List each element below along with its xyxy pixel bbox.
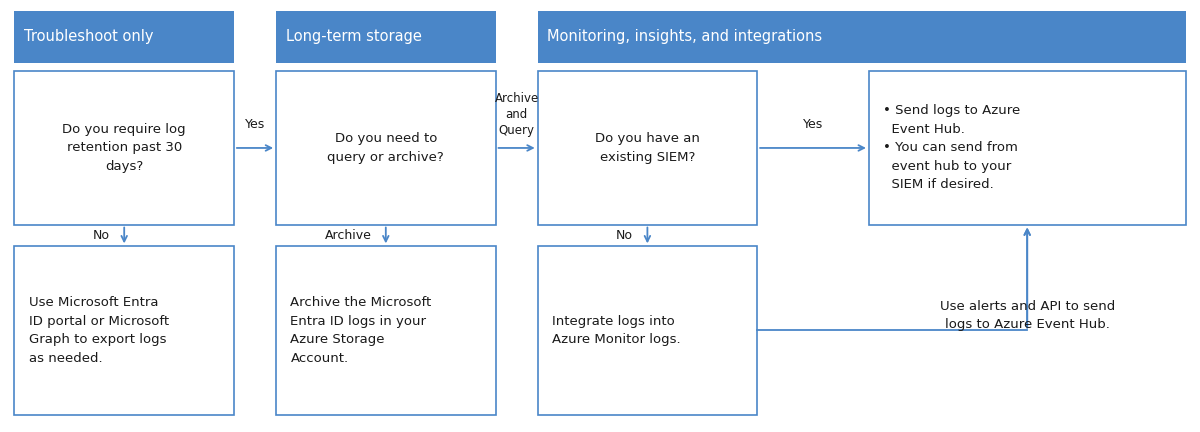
Text: Yes: Yes bbox=[803, 118, 823, 131]
Text: Do you require log
retention past 30
days?: Do you require log retention past 30 day… bbox=[62, 123, 186, 173]
Text: Do you have an
existing SIEM?: Do you have an existing SIEM? bbox=[595, 132, 700, 164]
Bar bbox=[538, 71, 757, 225]
Bar bbox=[538, 11, 1186, 63]
Bar bbox=[276, 71, 496, 225]
Text: Monitoring, insights, and integrations: Monitoring, insights, and integrations bbox=[547, 29, 822, 44]
Text: Archive the Microsoft
Entra ID logs in your
Azure Storage
Account.: Archive the Microsoft Entra ID logs in y… bbox=[290, 296, 432, 365]
Text: Troubleshoot only: Troubleshoot only bbox=[24, 29, 154, 44]
Text: Long-term storage: Long-term storage bbox=[286, 29, 421, 44]
Text: Use Microsoft Entra
ID portal or Microsoft
Graph to export logs
as needed.: Use Microsoft Entra ID portal or Microso… bbox=[29, 296, 169, 365]
Bar bbox=[14, 71, 234, 225]
Text: Yes: Yes bbox=[245, 118, 265, 131]
Text: Do you need to
query or archive?: Do you need to query or archive? bbox=[328, 132, 444, 164]
Bar bbox=[538, 246, 757, 415]
Text: No: No bbox=[616, 229, 634, 242]
Text: Integrate logs into
Azure Monitor logs.: Integrate logs into Azure Monitor logs. bbox=[552, 315, 680, 346]
Bar bbox=[14, 246, 234, 415]
Bar bbox=[276, 246, 496, 415]
Text: No: No bbox=[92, 229, 110, 242]
Text: • Send logs to Azure
  Event Hub.
• You can send from
  event hub to your
  SIEM: • Send logs to Azure Event Hub. • You ca… bbox=[883, 105, 1020, 191]
Text: Use alerts and API to send
logs to Azure Event Hub.: Use alerts and API to send logs to Azure… bbox=[940, 300, 1115, 331]
Bar bbox=[276, 11, 496, 63]
Bar bbox=[869, 71, 1186, 225]
Text: Archive: Archive bbox=[324, 229, 372, 242]
Bar bbox=[14, 11, 234, 63]
Text: Archive
and
Query: Archive and Query bbox=[494, 92, 539, 137]
